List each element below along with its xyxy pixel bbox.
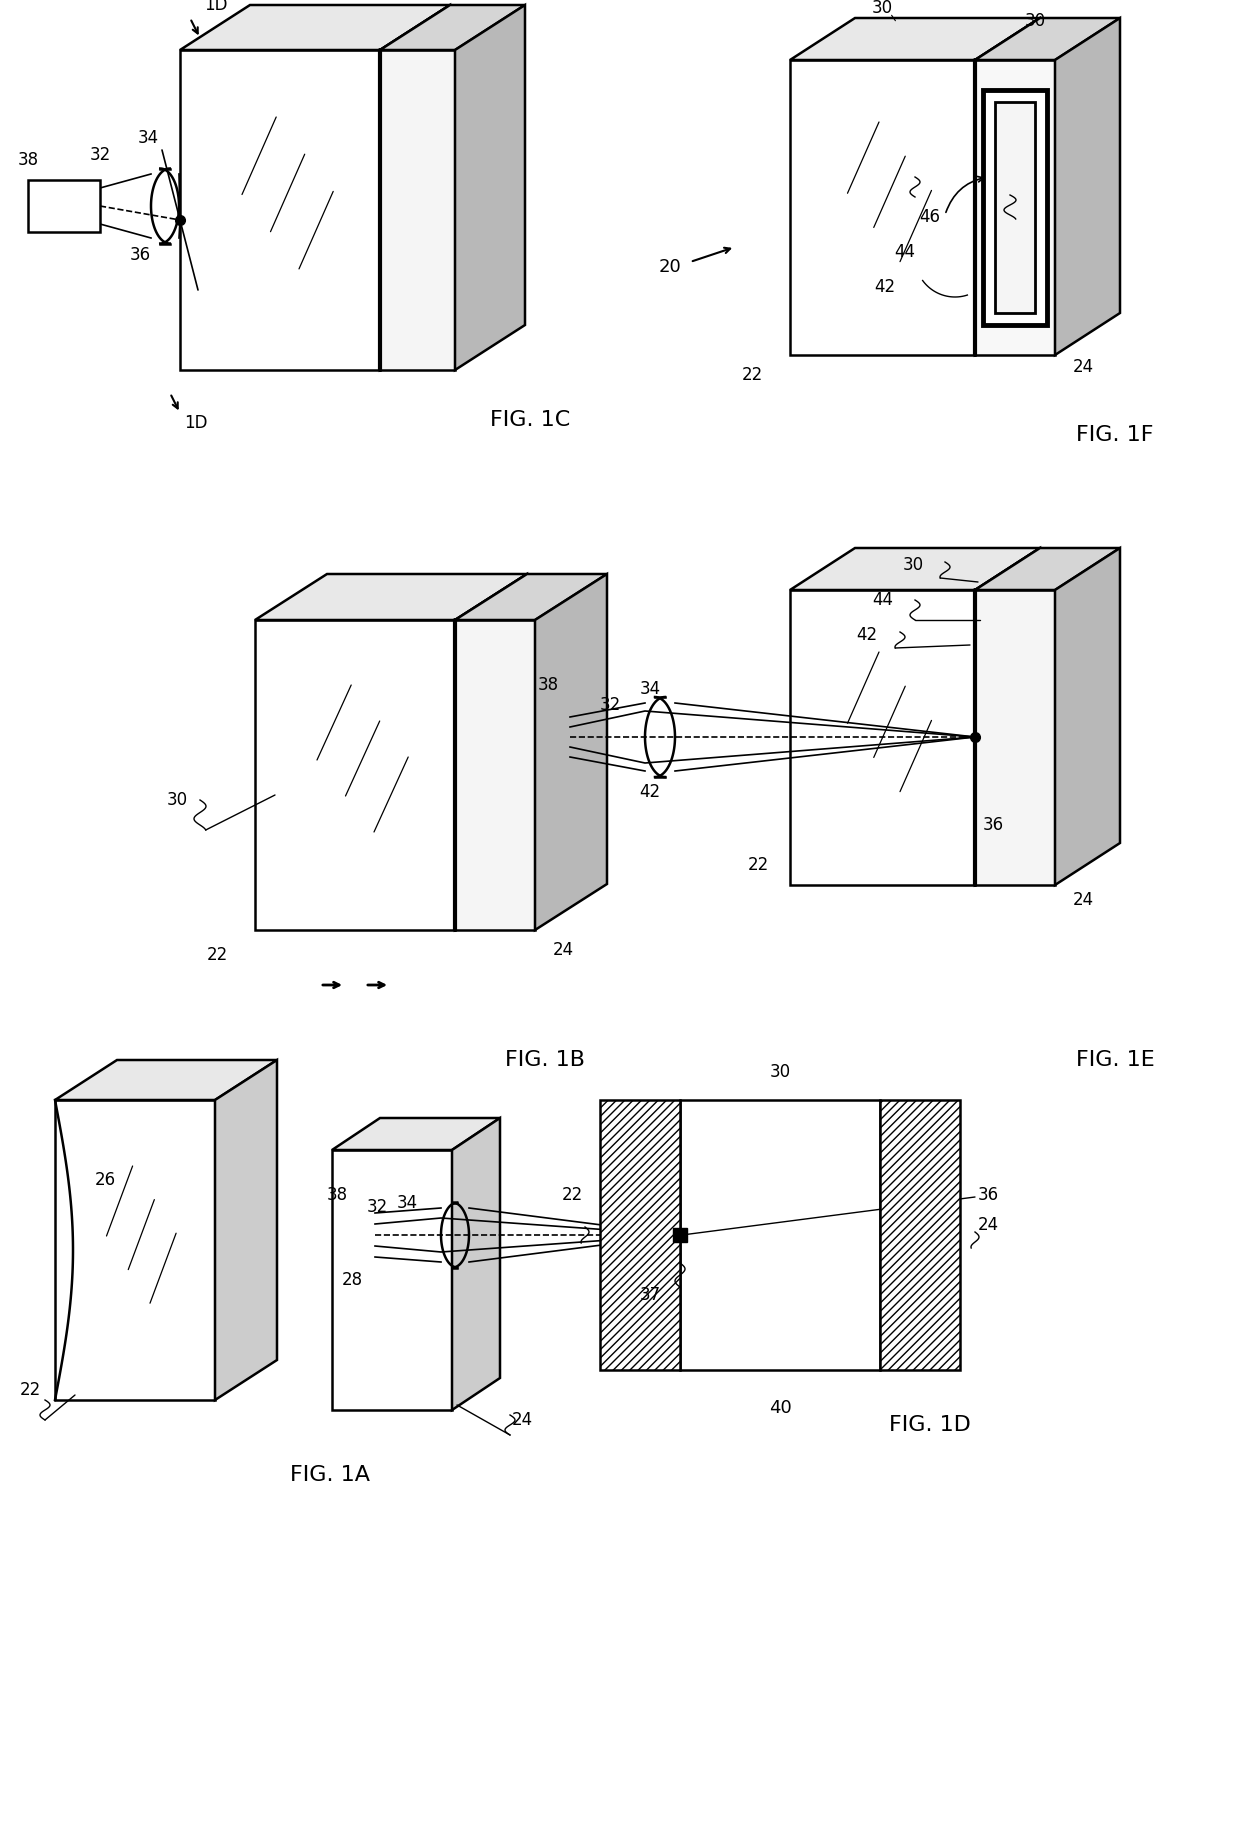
Text: 42: 42	[874, 278, 895, 296]
Polygon shape	[975, 548, 1120, 590]
Text: 24: 24	[977, 1216, 998, 1234]
Text: 42: 42	[640, 782, 661, 801]
Text: 30: 30	[1024, 13, 1045, 29]
Polygon shape	[332, 1119, 500, 1150]
Text: 1D: 1D	[185, 413, 208, 431]
Text: 30: 30	[872, 0, 893, 16]
Polygon shape	[55, 1060, 277, 1100]
Polygon shape	[1055, 18, 1120, 355]
Polygon shape	[180, 49, 379, 369]
Polygon shape	[790, 60, 975, 355]
Polygon shape	[215, 1060, 277, 1400]
Polygon shape	[379, 5, 525, 49]
Polygon shape	[790, 590, 975, 885]
Text: 22: 22	[748, 856, 769, 874]
Bar	[680, 1100, 880, 1369]
Text: 46: 46	[920, 208, 940, 227]
Polygon shape	[379, 5, 450, 369]
Text: 1D: 1D	[205, 0, 228, 15]
Polygon shape	[332, 1150, 453, 1409]
Polygon shape	[455, 620, 534, 930]
Bar	[994, 102, 1035, 313]
Text: 37: 37	[640, 1287, 661, 1303]
Polygon shape	[975, 60, 1055, 355]
Text: 32: 32	[599, 696, 621, 715]
Text: 32: 32	[89, 146, 110, 165]
Text: 32: 32	[366, 1197, 388, 1216]
Text: 22: 22	[206, 947, 228, 963]
Text: 44: 44	[894, 243, 915, 261]
Text: 34: 34	[138, 130, 159, 146]
Polygon shape	[455, 574, 527, 930]
Text: 40: 40	[769, 1398, 791, 1417]
Text: 42: 42	[857, 625, 878, 643]
Text: 22: 22	[742, 366, 763, 384]
Text: 24: 24	[1073, 358, 1094, 377]
Polygon shape	[975, 18, 1040, 355]
Text: 24: 24	[1073, 890, 1094, 909]
Polygon shape	[1055, 548, 1120, 885]
Text: 22: 22	[20, 1380, 41, 1398]
Text: 30: 30	[166, 792, 187, 810]
Text: 34: 34	[640, 680, 661, 698]
Text: 38: 38	[537, 676, 558, 695]
Bar	[29, 179, 100, 232]
Polygon shape	[975, 548, 1040, 885]
Text: 36: 36	[129, 247, 150, 263]
Text: 31: 31	[52, 197, 76, 216]
Polygon shape	[975, 590, 1055, 885]
Polygon shape	[255, 620, 455, 930]
Text: FIG. 1A: FIG. 1A	[290, 1464, 370, 1484]
Text: FIG. 1B: FIG. 1B	[505, 1049, 585, 1069]
Text: FIG. 1D: FIG. 1D	[889, 1415, 971, 1435]
Bar	[983, 90, 1047, 325]
Polygon shape	[55, 1100, 215, 1400]
Polygon shape	[790, 18, 1040, 60]
Bar	[600, 1100, 680, 1369]
Text: 28: 28	[341, 1270, 362, 1289]
Text: FIG. 1C: FIG. 1C	[490, 409, 570, 430]
Polygon shape	[255, 574, 527, 620]
Text: FIG. 1F: FIG. 1F	[1076, 424, 1153, 444]
Text: 38: 38	[326, 1186, 347, 1205]
Text: 38: 38	[17, 152, 38, 168]
Text: 24: 24	[553, 941, 574, 960]
Text: FIG. 1E: FIG. 1E	[1075, 1049, 1154, 1069]
Text: 20: 20	[658, 258, 681, 276]
Polygon shape	[455, 5, 525, 369]
Text: 26: 26	[94, 1172, 115, 1188]
Polygon shape	[453, 1119, 500, 1409]
Text: 22: 22	[562, 1186, 583, 1205]
Text: 24: 24	[511, 1411, 532, 1429]
Text: 36: 36	[977, 1186, 998, 1205]
Polygon shape	[379, 49, 455, 369]
Bar	[880, 1100, 960, 1369]
Text: 30: 30	[770, 1064, 791, 1080]
Polygon shape	[455, 574, 608, 620]
Polygon shape	[975, 18, 1120, 60]
Text: 34: 34	[397, 1194, 418, 1212]
Polygon shape	[790, 548, 1040, 590]
Polygon shape	[534, 574, 608, 930]
Polygon shape	[180, 5, 450, 49]
Text: 36: 36	[982, 815, 1003, 834]
Text: 44: 44	[873, 590, 894, 609]
Text: 30: 30	[903, 556, 924, 574]
